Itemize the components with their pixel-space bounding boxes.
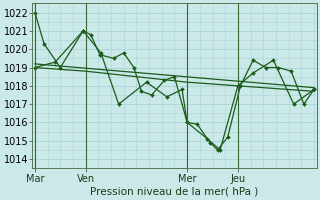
X-axis label: Pression niveau de la mer( hPa ): Pression niveau de la mer( hPa ) [90, 187, 259, 197]
